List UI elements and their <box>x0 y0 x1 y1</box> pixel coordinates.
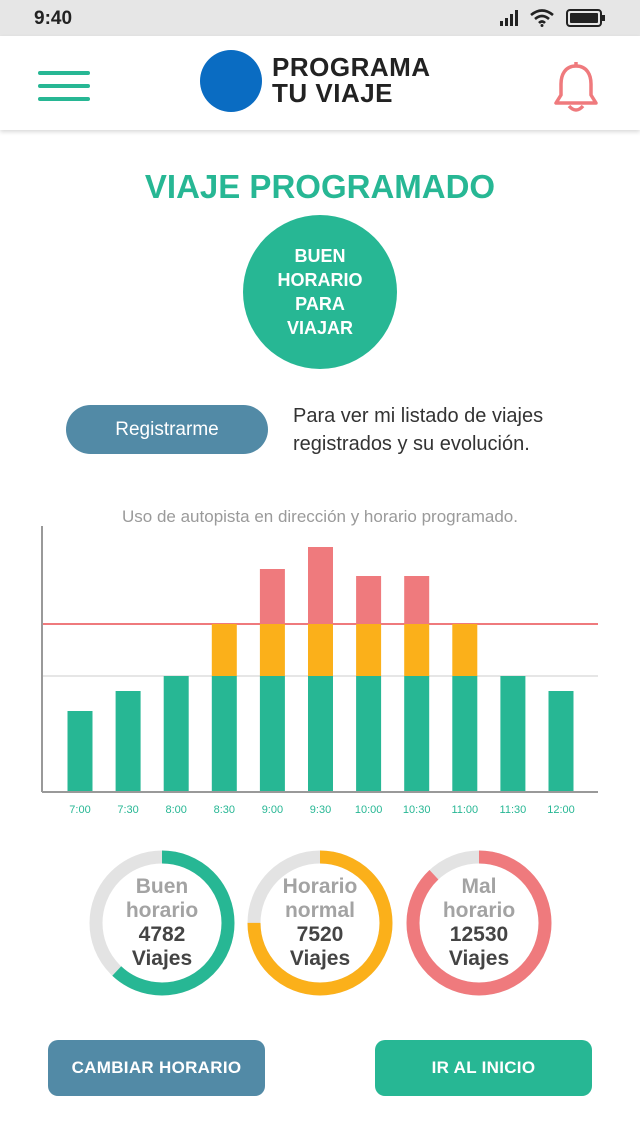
status-time: 9:40 <box>34 8 73 29</box>
register-desc-line: Para ver mi listado de viajes <box>293 405 544 427</box>
travel-status-text: BUEN HORARIO PARA VIAJAR <box>265 244 375 340</box>
stat-count: 4782 <box>138 923 186 946</box>
x-tick-label: 9:30 <box>310 804 331 816</box>
bar-segment <box>500 676 526 791</box>
stat-ring-progress <box>89 850 235 996</box>
stat-normal-time: Horario normal 7520 Viajes <box>245 848 395 998</box>
bar-segment <box>404 676 430 791</box>
stat-label: Horario <box>282 875 358 898</box>
bar-segment <box>452 624 478 676</box>
stat-count: 12530 <box>449 923 509 946</box>
x-tick-label: 9:00 <box>262 804 283 816</box>
app-header: PROGRAMA TU VIAJE <box>0 36 640 130</box>
register-button[interactable]: Registrarme <box>66 405 268 454</box>
x-tick-label: 11:00 <box>451 804 478 816</box>
status-line: HORARIO <box>277 270 363 290</box>
bar-segment <box>163 676 189 791</box>
page-title: VIAJE PROGRAMADO <box>144 168 496 205</box>
bar-segment <box>356 576 382 624</box>
bar-segment <box>548 691 574 791</box>
x-tick-label: 10:30 <box>403 804 431 816</box>
brand-name: PROGRAMA TU VIAJE <box>272 54 431 106</box>
x-tick-label: 8:30 <box>214 804 235 816</box>
stat-ring <box>247 850 393 996</box>
stat-ring-progress <box>247 850 393 996</box>
battery-icon <box>566 9 605 27</box>
x-tick-label: 8:00 <box>165 804 186 816</box>
stat-label: Buen <box>135 875 189 898</box>
bar-segment <box>404 624 430 676</box>
change-schedule-button[interactable]: CAMBIAR HORARIO <box>48 1040 265 1096</box>
bar-segment <box>356 624 382 676</box>
stat-unit: Viajes <box>448 947 510 970</box>
stat-count: 7520 <box>296 923 344 946</box>
status-line: PARA <box>295 294 345 314</box>
bell-icon[interactable] <box>552 62 600 114</box>
signal-icon <box>500 10 518 26</box>
stat-label: Mal <box>461 875 497 898</box>
hamburger-icon[interactable] <box>38 71 90 101</box>
register-desc-line: registrados y su evolución. <box>293 433 530 455</box>
status-bar: 9:40 <box>0 0 640 36</box>
bar-segment <box>259 676 285 791</box>
stat-ring <box>406 850 552 996</box>
status-line: VIAJAR <box>286 318 353 338</box>
bar-segment <box>115 691 141 791</box>
highway-usage-chart: 7:00 7:30 8:00 8:30 9:00 9:30 10:00 10:30 11:00 1… <box>41 526 598 816</box>
register-description: Para ver mi listado de viajes registrado… <box>293 402 613 458</box>
x-tick-label: 7:30 <box>117 804 138 816</box>
logo <box>200 50 262 112</box>
bar-segment <box>211 676 237 791</box>
bar-segment <box>67 711 93 791</box>
x-tick-label: 12:00 <box>547 804 575 816</box>
x-tick-label: 7:00 <box>69 804 90 816</box>
stat-unit: Viajes <box>131 947 193 970</box>
bar-segment <box>356 676 382 791</box>
bar-segment <box>259 569 285 624</box>
brand-line-2: TU VIAJE <box>272 78 394 108</box>
stat-good-time: Buen horario 4782 Viajes <box>87 848 237 998</box>
trip-stats: Buen horario 4782 Viajes Horario normal … <box>0 848 640 1002</box>
status-line: BUEN <box>294 246 346 266</box>
brand-line-1: PROGRAMA <box>272 52 431 82</box>
stat-ring <box>89 850 235 996</box>
bar-segment <box>308 547 333 624</box>
stat-unit: Viajes <box>289 947 351 970</box>
go-home-button[interactable]: IR AL INICIO <box>375 1040 592 1096</box>
x-tick-label: 10:00 <box>355 804 383 816</box>
travel-status-badge: BUEN HORARIO PARA VIAJAR <box>243 215 397 369</box>
bar-segment <box>308 676 333 791</box>
wifi-icon <box>530 9 554 27</box>
x-tick-label: 11:30 <box>500 804 527 816</box>
bar-segment <box>211 624 237 676</box>
stat-label: horario <box>442 899 516 922</box>
bar-segment <box>308 624 333 676</box>
stat-bad-time: Mal horario 12530 Viajes <box>404 848 554 998</box>
bar-segment <box>452 676 478 791</box>
stat-label: normal <box>284 899 355 922</box>
bar-segment <box>404 576 430 624</box>
chart-caption: Uso de autopista en dirección y horario … <box>122 507 518 526</box>
bar-segment <box>259 624 285 676</box>
status-icons <box>500 9 606 27</box>
stat-ring-progress <box>406 850 552 996</box>
stat-label: horario <box>125 899 199 922</box>
